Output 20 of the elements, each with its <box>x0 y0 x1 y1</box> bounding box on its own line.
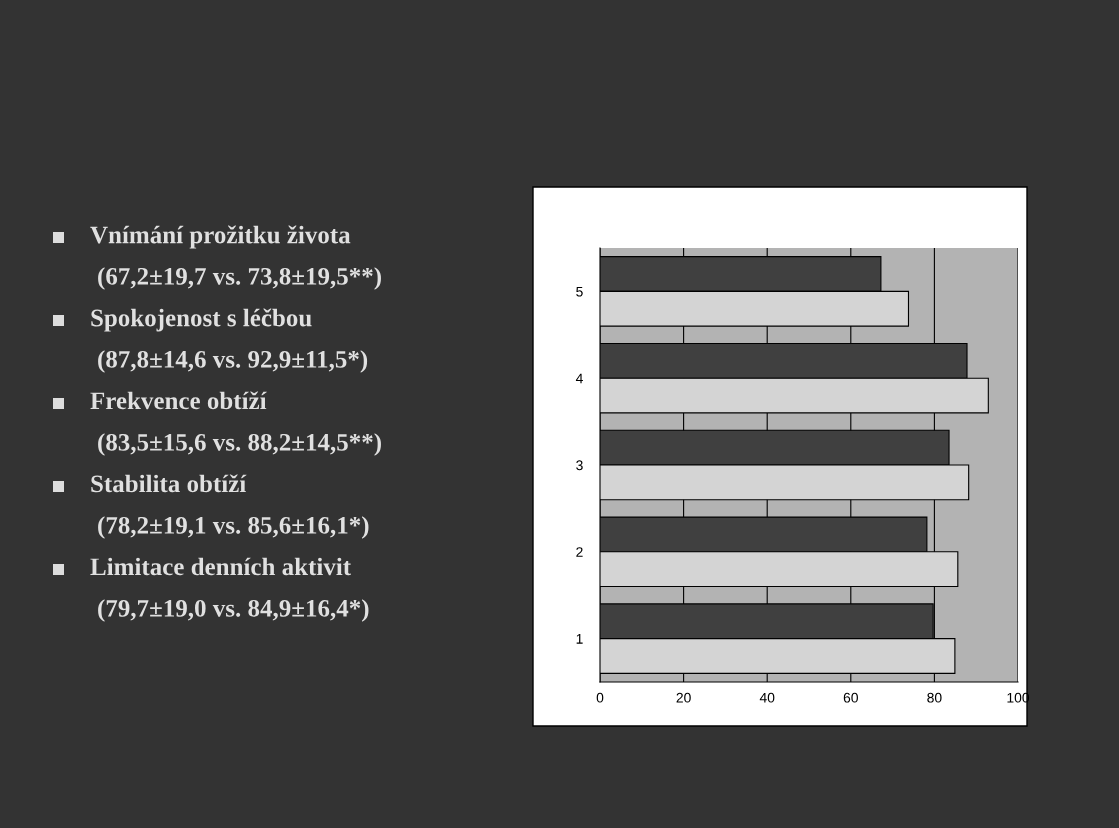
x-tick-label: 20 <box>676 692 691 703</box>
y-tick-label: 2 <box>576 547 583 557</box>
text: (87,8±14,6 vs. 92,9±11,5*) <box>98 350 368 373</box>
text: (67,2±19,7 vs. 73,8±19,5**) <box>98 267 381 290</box>
x-tick-label: 80 <box>927 692 942 703</box>
text: (79,7±19,0 vs. 84,9±16,4*) <box>98 599 369 622</box>
text: Frekvence obtíží <box>90 391 267 410</box>
y-tick-label: 5 <box>576 286 583 297</box>
y-tick-label: 4 <box>575 373 583 384</box>
x-tick-label: 60 <box>843 692 858 703</box>
text: Vnímání prožitku života <box>90 225 351 249</box>
x-tick-label: 40 <box>759 692 775 703</box>
x-tick-label: 0 <box>596 692 604 703</box>
text: Limitace denních aktivit <box>90 557 351 576</box>
text: (78,2±19,1 vs. 85,6±16,1*) <box>98 516 369 539</box>
text: Stabilita obtíží <box>91 474 247 493</box>
y-tick-label: 3 <box>576 460 583 471</box>
y-tick-label: 1 <box>576 634 583 644</box>
text: (83,5±15,6 vs. 88,2±14,5**) <box>98 433 381 456</box>
text: Spokojenost s léčbou <box>91 308 312 332</box>
